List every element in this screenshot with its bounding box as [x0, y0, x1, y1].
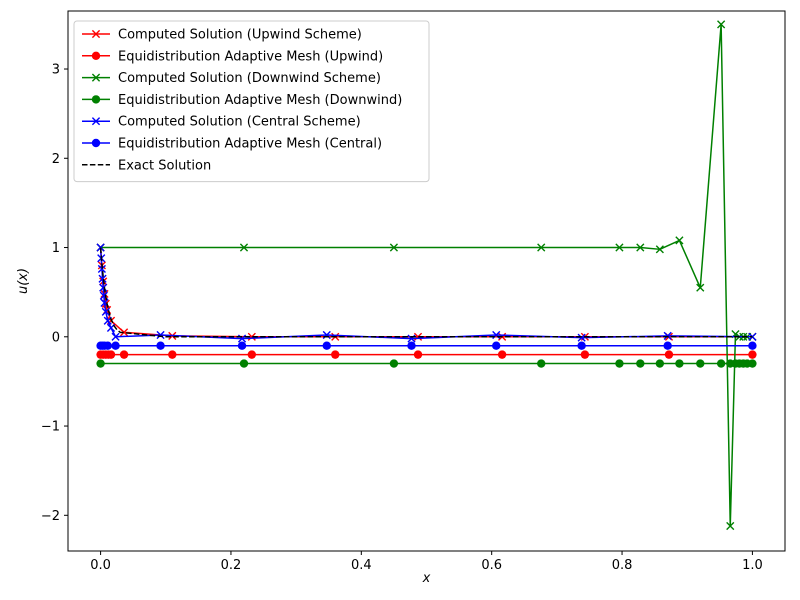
legend-label: Exact Solution [118, 158, 211, 173]
legend-marker [91, 95, 101, 104]
series-4-point [663, 331, 672, 340]
series-2-point [726, 521, 735, 531]
y-tick-label: −2 [41, 509, 60, 524]
legend-label: Equidistribution Adaptive Mesh (Central) [118, 137, 382, 152]
legend-label: Computed Solution (Upwind Scheme) [118, 28, 362, 43]
series-1-point [748, 350, 757, 359]
axes-layer: 0.0 0.2 0.4 0.6 0.8 1.0 −2 −1 0 1 2 3 [41, 10, 786, 573]
series-1-point [331, 350, 340, 359]
legend-entry-3: Equidistribution Adaptive Mesh (Downwind… [82, 93, 402, 108]
series-1-point [106, 350, 116, 359]
series-5-point [322, 341, 331, 350]
legend-entry-4: Computed Solution (Central Scheme) [82, 115, 361, 130]
series-1-point [497, 350, 507, 359]
series-3-point [675, 359, 684, 368]
series-1-point [119, 350, 129, 359]
series-5-point [748, 341, 757, 350]
x-tick-label: 0.6 [481, 558, 502, 573]
series-1 [96, 350, 757, 359]
x-tick-label: 0.0 [90, 558, 111, 573]
legend-entry-5: Equidistribution Adaptive Mesh (Central) [82, 137, 382, 152]
legend-label: Computed Solution (Downwind Scheme) [118, 71, 381, 86]
series-line-6 [99, 247, 753, 338]
series-3 [96, 359, 757, 368]
series-5-point [103, 341, 112, 350]
series-2-point [239, 243, 249, 252]
series-3-point [716, 359, 726, 368]
series-5-point [492, 341, 501, 350]
series-2-point [537, 243, 546, 252]
x-tick-label: 0.8 [612, 558, 633, 573]
series-3-point [655, 359, 665, 368]
legend-marker [91, 29, 101, 39]
legend: Computed Solution (Upwind Scheme) Equidis… [73, 20, 430, 183]
x-tick-label: 0.2 [221, 558, 242, 573]
y-tick-label: 1 [52, 241, 60, 256]
legend-entry-1: Equidistribution Adaptive Mesh (Upwind) [82, 49, 383, 64]
series-1-point [168, 350, 177, 359]
series-3-point [239, 359, 249, 368]
series-4-point [156, 330, 165, 340]
series-1-point [664, 350, 674, 359]
legend-label: Equidistribution Adaptive Mesh (Downwind… [118, 93, 402, 108]
legend-label: Computed Solution (Central Scheme) [118, 115, 361, 130]
series-5-point [577, 341, 586, 350]
series-4-point [577, 333, 586, 342]
series-3-point [636, 359, 645, 368]
series-2-point [655, 245, 664, 254]
series-4-point [101, 307, 110, 316]
series-5-point [237, 341, 247, 350]
series-2-point [717, 20, 726, 29]
series-0-point [247, 332, 256, 341]
legend-marker [91, 138, 101, 148]
series-0-point [100, 289, 109, 299]
series-2-point [636, 243, 645, 252]
series-3-point [748, 359, 757, 368]
series-4-point [97, 264, 106, 274]
series-0-point [119, 328, 129, 337]
series-6 [99, 247, 753, 338]
series-5-point [156, 341, 165, 350]
series-3-point [96, 359, 105, 368]
series-0-point [413, 332, 423, 341]
x-tick-label: 1.0 [742, 558, 763, 573]
series-2-point [696, 283, 705, 292]
series-3-point [615, 359, 624, 368]
series-3-point [696, 359, 705, 368]
series-4-point [98, 274, 107, 283]
series-layer [96, 20, 757, 531]
series-3-point [389, 359, 399, 368]
legend-entry-6: Exact Solution [82, 158, 211, 173]
series-5 [96, 341, 757, 350]
y-tick-label: −1 [41, 420, 60, 435]
legend-marker [91, 117, 101, 126]
axes-frame [67, 10, 786, 552]
legend-marker [91, 73, 101, 82]
series-2-point [389, 243, 399, 252]
x-tick-label: 0.4 [351, 558, 372, 573]
series-4-point [96, 243, 105, 252]
series-5-point [407, 341, 416, 350]
series-5-point [111, 341, 120, 350]
series-1-point [413, 350, 423, 359]
x-axis-label: x [422, 571, 431, 586]
series-2-point [615, 243, 624, 252]
legend-label: Equidistribution Adaptive Mesh (Upwind) [118, 49, 383, 64]
series-1-point [580, 350, 590, 359]
series-4-point [111, 332, 120, 341]
y-tick-label: 0 [52, 330, 60, 345]
legend-box [73, 20, 430, 183]
series-3-point [537, 359, 546, 368]
series-1-point [247, 350, 257, 359]
series-2-point [675, 236, 684, 245]
legend-marker [91, 51, 101, 60]
y-tick-label: 2 [52, 152, 60, 167]
series-5-point [663, 341, 672, 350]
legend-entry-2: Computed Solution (Downwind Scheme) [82, 71, 381, 86]
y-tick-label: 3 [52, 63, 60, 78]
y-axis-label: u(x) [16, 268, 31, 294]
legend-entry-0: Computed Solution (Upwind Scheme) [82, 28, 362, 43]
